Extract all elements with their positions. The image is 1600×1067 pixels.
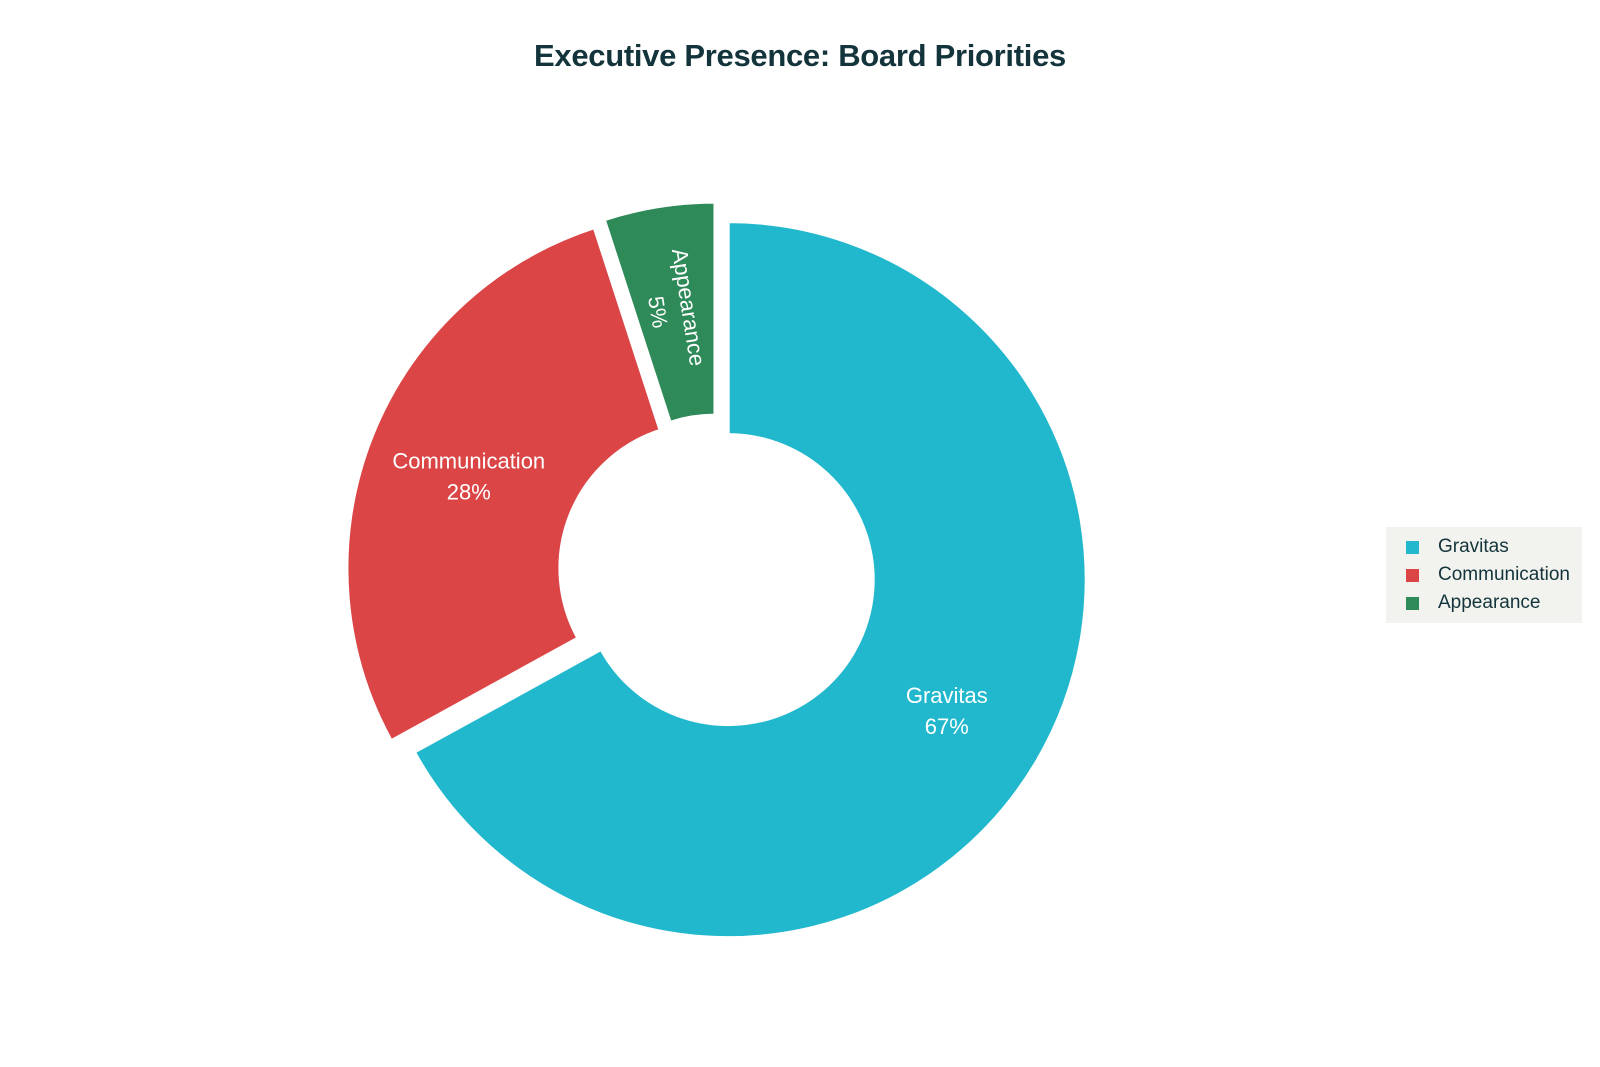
slice-label-percent: 5% bbox=[643, 294, 673, 329]
legend-swatch-communication bbox=[1406, 568, 1419, 582]
chart-legend: Gravitas Communication Appearance bbox=[1386, 527, 1582, 623]
slice-communication[interactable] bbox=[345, 225, 662, 743]
legend-swatch-appearance bbox=[1406, 596, 1419, 610]
legend-item-gravitas[interactable]: Gravitas bbox=[1386, 533, 1582, 561]
legend-label-gravitas: Gravitas bbox=[1438, 536, 1509, 557]
slice-label-percent: 28% bbox=[447, 480, 491, 505]
legend-label-appearance: Appearance bbox=[1438, 592, 1541, 613]
legend-item-communication[interactable]: Communication bbox=[1386, 561, 1582, 589]
slice-label-gravitas: Gravitas 67% bbox=[906, 683, 988, 739]
legend-label-communication: Communication bbox=[1438, 564, 1570, 585]
slice-gravitas[interactable] bbox=[412, 220, 1088, 940]
chart-title: Executive Presence: Board Priorities bbox=[534, 38, 1066, 73]
slice-label-name: Gravitas bbox=[906, 683, 988, 708]
legend-swatch-gravitas bbox=[1406, 540, 1419, 554]
slice-label-communication: Communication 28% bbox=[392, 449, 545, 505]
slice-label-name: Communication bbox=[392, 449, 545, 474]
slice-label-percent: 67% bbox=[925, 714, 969, 739]
slice-appearance[interactable] bbox=[602, 200, 717, 425]
legend-item-appearance[interactable]: Appearance bbox=[1386, 589, 1582, 617]
